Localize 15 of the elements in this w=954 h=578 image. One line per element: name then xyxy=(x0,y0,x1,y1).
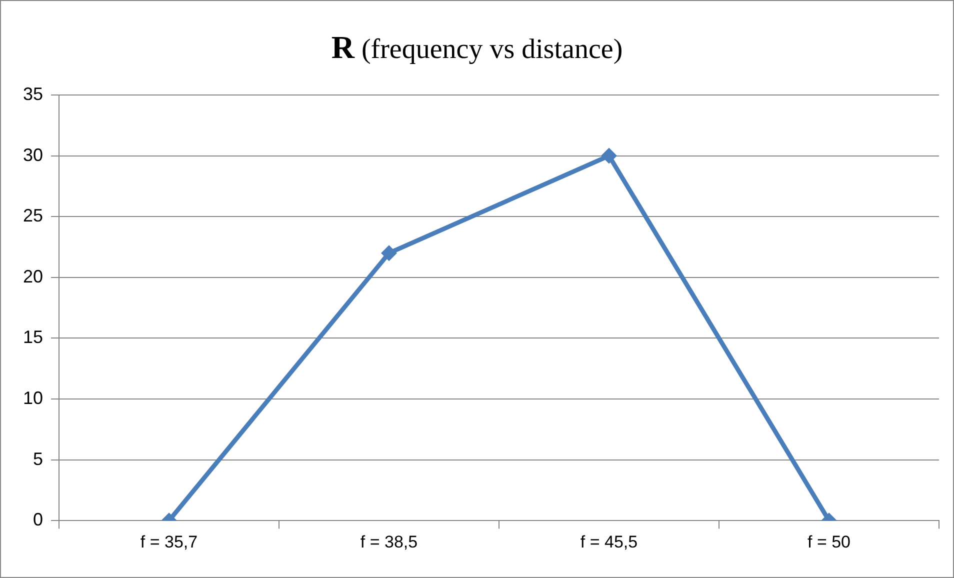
x-tick-label: f = 35,7 xyxy=(140,532,198,552)
y-tick-label: 35 xyxy=(22,84,44,104)
y-tick-label: 20 xyxy=(22,266,44,286)
y-tick-label: 30 xyxy=(22,144,44,165)
chart-title: R (frequency vs distance) xyxy=(330,29,624,66)
y-tick-label: 0 xyxy=(33,510,44,530)
point xyxy=(601,148,618,164)
x-tick-label: f = 45,5 xyxy=(580,532,638,552)
x-tick-label: f = 38,5 xyxy=(360,532,418,552)
y-tick-label: 10 xyxy=(22,388,44,408)
point xyxy=(381,245,398,262)
y-tick-label: 15 xyxy=(22,327,44,348)
y-tick-label: 25 xyxy=(22,206,44,226)
x-tick-label: f = 50 xyxy=(807,532,851,552)
y-tick-label: 5 xyxy=(33,448,44,469)
